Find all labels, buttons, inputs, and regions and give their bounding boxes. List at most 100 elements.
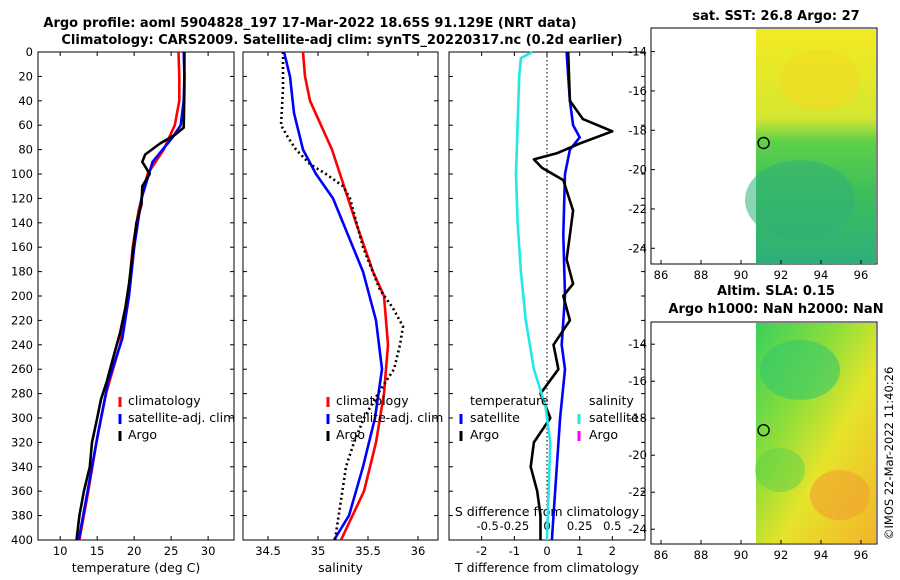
y-tick-label: 320 xyxy=(11,435,33,449)
sst-map-cool-patch xyxy=(745,160,855,240)
x-axis-label: T difference from climatology xyxy=(454,560,640,575)
x-axis-label: salinity xyxy=(318,560,363,575)
sla-map-low-patch xyxy=(760,340,840,400)
x-tick-label: -1 xyxy=(509,544,520,558)
sla-map: Altim. SLA: 0.15 Argo h1000: NaN h2000: … xyxy=(628,284,883,562)
sla-map-title-line2: Argo h1000: NaN h2000: NaN xyxy=(668,302,883,317)
legend-label: Argo xyxy=(589,427,618,442)
legend-label: climatology xyxy=(128,393,201,408)
map-y-tick-label: -24 xyxy=(628,241,647,255)
y-tick-label: 0 xyxy=(26,45,33,59)
x-tick-label: 35 xyxy=(311,544,326,558)
y-tick-label: 200 xyxy=(11,289,33,303)
map-x-tick-label: 96 xyxy=(854,548,869,562)
sst-map-warm-patch xyxy=(780,50,860,110)
legend-title-temperature: temperature xyxy=(470,393,549,408)
map-y-tick-label: -14 xyxy=(628,45,647,59)
map-x-tick-label: 90 xyxy=(734,268,749,282)
y-tick-label: 80 xyxy=(18,143,33,157)
legend-label: Argo xyxy=(128,427,157,442)
y-tick-label: 20 xyxy=(18,69,33,83)
legend-title-salinity: salinity xyxy=(589,393,634,408)
y-tick-label: 100 xyxy=(11,167,33,181)
map-x-tick-label: 94 xyxy=(814,548,829,562)
legend-label: satellite-adj. clim xyxy=(336,410,443,425)
panel-temperature: 0 20 40 60 80 100 120 140 160 180 200 220 240 260 280 3… xyxy=(11,45,235,575)
sst-map: sat. SST: 26.8 Argo: 27 86 88 90 92 94 96 -14 -… xyxy=(628,9,878,282)
x-tick-label: 35.5 xyxy=(355,544,381,558)
panel-frame xyxy=(37,51,235,541)
y-tick-label: 220 xyxy=(11,313,33,327)
map-y-tick-label: -16 xyxy=(628,84,647,98)
y-tick-label: 140 xyxy=(11,216,33,230)
map-y-tick-label: -18 xyxy=(628,411,647,425)
y-tick-label: 380 xyxy=(11,509,33,523)
x-tick-label: -2 xyxy=(476,544,487,558)
legend-label: satellite xyxy=(589,410,639,425)
map-x-tick-label: 88 xyxy=(694,268,709,282)
map-x-tick-label: 86 xyxy=(654,548,669,562)
map-y-tick-label: -22 xyxy=(628,485,647,499)
series-t-argo xyxy=(529,51,614,540)
panel-salinity: 34.5 35 35.5 36 salinity climatology satellite… xyxy=(242,51,443,575)
series-s-satellite xyxy=(514,50,552,541)
map-y-tick-label: -24 xyxy=(628,522,647,536)
map-x-tick-label: 94 xyxy=(814,268,829,282)
series-argo xyxy=(75,52,186,541)
legend-label: climatology xyxy=(336,393,409,408)
x-axis-label: temperature (deg C) xyxy=(72,560,201,575)
x-tick-label: 1 xyxy=(576,544,583,558)
y-tick-label: 60 xyxy=(18,118,33,132)
map-y-tick-label: -18 xyxy=(628,123,647,137)
y-tick-label: 180 xyxy=(11,265,33,279)
y-tick-label: 260 xyxy=(11,362,33,376)
map-y-tick-label: -22 xyxy=(628,202,647,216)
legend-label: Argo xyxy=(336,427,365,442)
x-tick-label: 0 xyxy=(543,544,550,558)
x-tick-label: 25 xyxy=(164,544,179,558)
series-satellite-adj-clim xyxy=(282,51,384,541)
x-tick-label: 10 xyxy=(53,544,68,558)
y-tick-label: 300 xyxy=(11,411,33,425)
figure-title-line2: Climatology: CARS2009. Satellite-adj cli… xyxy=(61,33,622,48)
map-x-tick-label: 96 xyxy=(854,268,869,282)
x-tick-label: 20 xyxy=(127,544,142,558)
map-x-tick-label: 92 xyxy=(774,268,789,282)
s-tick-label: 0.25 xyxy=(567,519,593,533)
s-tick-label: -0.5 xyxy=(476,519,498,533)
x-tick-label: 34.5 xyxy=(255,544,281,558)
x-tick-label: 15 xyxy=(90,544,105,558)
y-tick-label: 280 xyxy=(11,387,33,401)
y-tick-label: 120 xyxy=(11,191,33,205)
x-tick-label: 30 xyxy=(201,544,216,558)
map-y-tick-label: -16 xyxy=(628,374,647,388)
map-x-tick-label: 88 xyxy=(694,548,709,562)
sst-map-argo-marker xyxy=(757,136,770,150)
y-tick-label: 160 xyxy=(11,240,33,254)
sla-map-high-patch xyxy=(810,470,870,520)
legend-label: satellite xyxy=(470,410,520,425)
map-y-tick-label: -20 xyxy=(628,163,647,177)
series-t-satellite xyxy=(550,51,582,541)
y-tick-label: 40 xyxy=(18,94,33,108)
x-tick-label: 2 xyxy=(609,544,616,558)
x-tick-label: 36 xyxy=(411,544,426,558)
map-x-tick-label: 92 xyxy=(774,548,789,562)
s-tick-label: -0.25 xyxy=(499,519,529,533)
profile-panels: 0204060801001201401601802002202402602803… xyxy=(11,45,646,575)
series-argo xyxy=(279,52,405,541)
sst-map-title: sat. SST: 26.8 Argo: 27 xyxy=(692,9,859,24)
map-x-tick-label: 90 xyxy=(734,548,749,562)
y-tick-label: 240 xyxy=(11,338,33,352)
sla-map-title-line1: Altim. SLA: 0.15 xyxy=(717,284,835,299)
series-climatology xyxy=(301,51,390,541)
sla-map-mid-patch xyxy=(755,448,805,492)
s-tick-label: 0.5 xyxy=(603,519,621,533)
sla-map-argo-marker xyxy=(757,424,770,437)
legend-label: satellite-adj. clim xyxy=(128,410,235,425)
map-y-tick-label: -14 xyxy=(628,337,647,351)
legend-label: Argo xyxy=(470,427,499,442)
panel-frame xyxy=(242,51,439,541)
